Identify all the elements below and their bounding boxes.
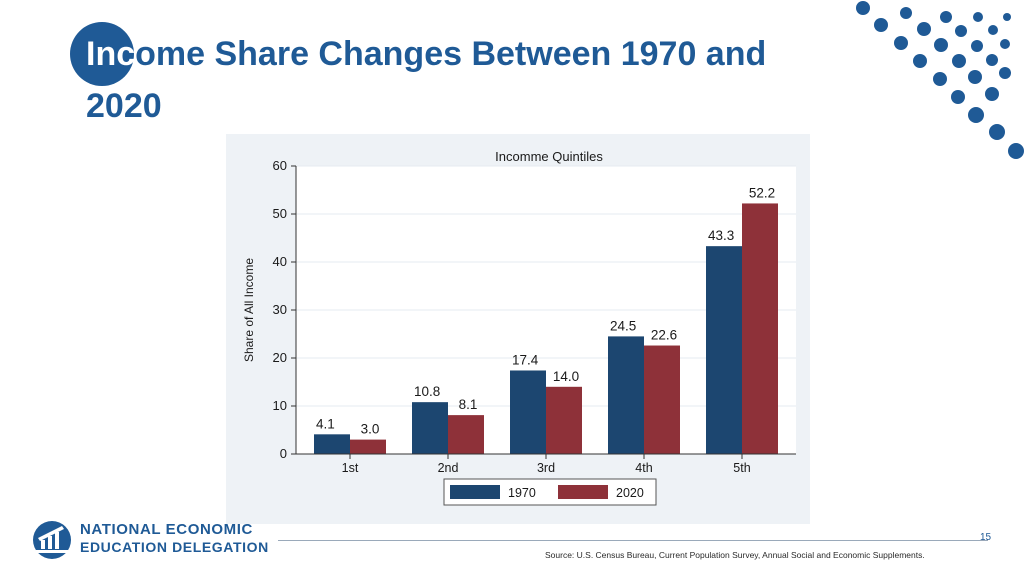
legend-swatch-1970 [450,485,500,499]
chart-panel: Incomme Quintiles Share of All Income 0 1… [226,134,810,524]
y-tick-label: 50 [273,206,287,221]
data-label: 10.8 [414,384,440,399]
legend-swatch-2020 [558,485,608,499]
x-tick-label: 2nd [438,461,459,475]
legend-label-2020: 2020 [616,486,644,500]
bar-2020-1st [350,439,386,454]
title-accent-circle [70,22,134,86]
y-tick-label: 20 [273,350,287,365]
bar-chart: Incomme Quintiles Share of All Income 0 1… [242,149,796,506]
data-label: 4.1 [316,416,335,431]
x-tick-label: 4th [635,461,652,475]
decorative-dot-pattern [856,1,1024,159]
source-note: Source: U.S. Census Bureau, Current Popu… [545,550,925,560]
x-tick-label: 3rd [537,461,555,475]
bar-2020-3rd [546,386,582,454]
y-tick-label: 40 [273,254,287,269]
y-tick-label: 30 [273,302,287,317]
page-title: Income Share Changes Between 1970 and 20… [86,28,786,132]
bar-1970-1st [314,434,350,454]
logo-emblem [33,521,71,559]
footer-divider [278,540,988,541]
chart-title: Incomme Quintiles [495,149,603,164]
bar-1970-5th [706,246,742,454]
data-label: 24.5 [610,318,636,333]
y-tick-label: 60 [273,158,287,173]
bar-2020-2nd [448,415,484,454]
y-tick-label: 10 [273,398,287,413]
title-prefix: Inc [86,35,136,73]
data-label: 22.6 [651,328,677,343]
title-rest: ome Share Changes Between 1970 and 2020 [86,35,767,125]
y-tick-label: 0 [280,446,287,461]
x-tick-label: 5th [733,461,750,475]
data-label: 52.2 [749,185,775,200]
data-label: 8.1 [459,397,478,412]
data-label: 17.4 [512,352,539,367]
logo-line-1: NATIONAL ECONOMIC [80,521,253,538]
data-label: 14.0 [553,369,579,384]
bar-1970-2nd [412,402,448,454]
logo-line-2: EDUCATION DELEGATION [80,539,269,555]
bar-1970-3rd [510,370,546,454]
legend-label-1970: 1970 [508,486,536,500]
page-number: 15 [980,532,992,543]
data-label: 3.0 [361,422,380,437]
x-tick-label: 1st [342,461,359,475]
bar-1970-4th [608,336,644,454]
bar-2020-5th [742,203,778,454]
bar-2020-4th [644,345,680,454]
y-axis-label: Share of All Income [242,258,256,362]
data-label: 43.3 [708,228,734,243]
